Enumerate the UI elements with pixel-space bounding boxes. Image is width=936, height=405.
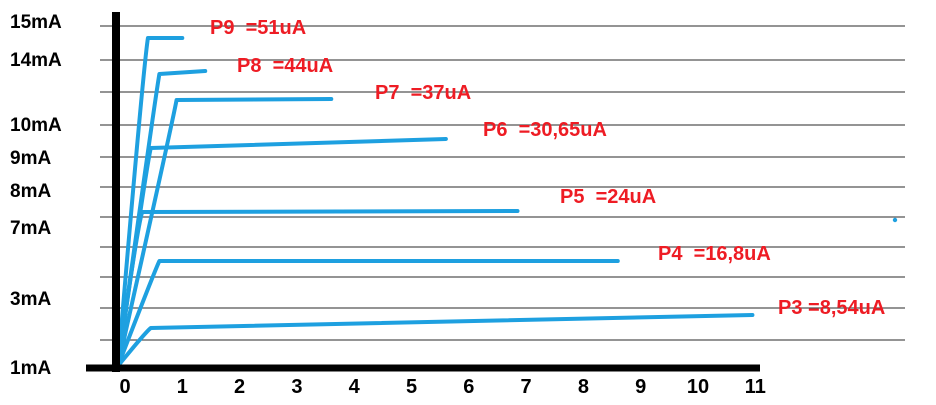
x-tick-label: 8 — [578, 376, 589, 398]
x-tick-label: 0 — [119, 376, 130, 398]
series-line — [116, 97, 334, 368]
x-tick-labels: 0 1 2 3 4 5 6 7 8 9 10 11 — [119, 376, 765, 398]
y-tick-label: 9mA — [10, 148, 51, 169]
x-tick-label: 6 — [463, 376, 474, 398]
series-line — [116, 259, 620, 368]
series-line — [116, 36, 185, 368]
x-tick-label: 4 — [349, 376, 361, 398]
x-tick-label: 2 — [234, 376, 245, 398]
x-tick-label: 7 — [521, 376, 532, 398]
series-label: P5 =24uA — [560, 186, 656, 208]
x-tick-label: 1 — [177, 376, 188, 398]
axes — [86, 12, 760, 372]
series-label: P7 =37uA — [375, 82, 471, 104]
series-label: P9 =51uA — [210, 17, 306, 39]
x-tick-label: 9 — [635, 376, 646, 398]
y-tick-labels: 15mA 14mA 10mA 9mA 8mA 7mA 3mA 1mA — [10, 12, 62, 379]
y-tick-label: 1mA — [10, 358, 51, 379]
series-label: P4 =16,8uA — [658, 243, 771, 265]
series-line — [116, 209, 520, 368]
y-tick-label: 10mA — [10, 115, 62, 136]
series-line — [116, 313, 755, 368]
y-tick-label: 8mA — [10, 181, 51, 202]
stray-point — [892, 217, 898, 223]
data-labels: P9 =51uA P8 =44uA P7 =37uA P6 =30,65uA P5 =2… — [210, 17, 885, 319]
x-tick-label: 11 — [745, 376, 766, 398]
y-tick-label: 3mA — [10, 289, 51, 310]
grid — [100, 25, 905, 341]
x-tick-label: 5 — [406, 376, 417, 398]
series-lines — [116, 36, 755, 368]
series-label: P6 =30,65uA — [483, 119, 607, 141]
x-tick-label: 10 — [687, 376, 709, 398]
y-tick-label: 14mA — [10, 50, 62, 71]
series-line — [116, 137, 448, 368]
series-label: P3 =8,54uA — [778, 297, 885, 319]
y-tick-label: 7mA — [10, 218, 51, 239]
y-tick-label: 15mA — [10, 12, 62, 33]
series-label: P8 =44uA — [237, 55, 333, 77]
x-tick-label: 3 — [291, 376, 302, 398]
